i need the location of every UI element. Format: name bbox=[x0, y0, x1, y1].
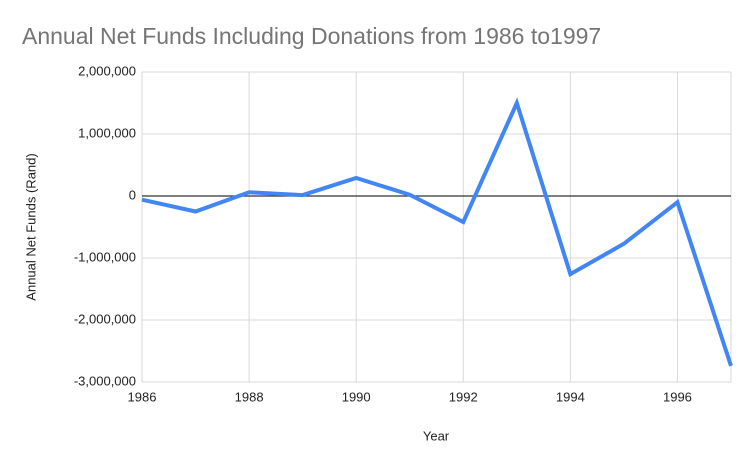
x-tick-label: 1988 bbox=[235, 389, 264, 404]
x-tick-label: 1992 bbox=[449, 389, 478, 404]
x-tick-label: 1994 bbox=[556, 389, 585, 404]
x-axis-label: Year bbox=[423, 428, 450, 443]
y-tick-label: 0 bbox=[129, 187, 136, 202]
x-tick-label: 1996 bbox=[663, 389, 692, 404]
y-tick-label: -3,000,000 bbox=[74, 373, 136, 388]
x-tick-label: 1986 bbox=[128, 389, 157, 404]
y-tick-label: 2,000,000 bbox=[78, 63, 136, 78]
y-tick-label: -1,000,000 bbox=[74, 249, 136, 264]
y-tick-label: 1,000,000 bbox=[78, 125, 136, 140]
chart-title: Annual Net Funds Including Donations fro… bbox=[22, 23, 601, 49]
y-tick-label: -2,000,000 bbox=[74, 311, 136, 326]
y-axis-label: Annual Net Funds (Rand) bbox=[23, 153, 38, 300]
x-tick-label: 1990 bbox=[342, 389, 371, 404]
data-line bbox=[141, 97, 733, 367]
